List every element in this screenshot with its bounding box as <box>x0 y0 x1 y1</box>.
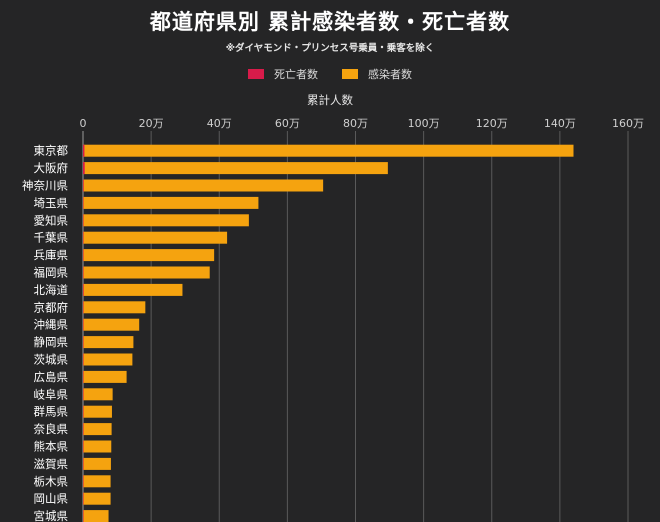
bar-cases <box>83 457 111 470</box>
bar-cases <box>83 179 324 192</box>
legend-swatch-cases <box>342 69 358 79</box>
category-label: 栃木県 <box>34 474 69 488</box>
bar-cases <box>83 231 228 244</box>
bar-deaths <box>83 336 84 349</box>
category-label: 群馬県 <box>34 405 69 419</box>
category-label: 奈良県 <box>34 422 69 436</box>
bar-deaths <box>83 370 84 383</box>
bar-cases <box>83 162 388 175</box>
category-label: 熊本県 <box>34 440 69 454</box>
legend-label-cases: 感染者数 <box>368 68 412 81</box>
bar-cases <box>83 249 215 262</box>
bar-deaths <box>83 214 84 227</box>
category-label: 静岡県 <box>34 335 69 349</box>
bar-deaths <box>83 423 84 436</box>
category-label: 埼玉県 <box>34 196 69 210</box>
legend-label-deaths: 死亡者数 <box>274 68 318 81</box>
bar-deaths <box>83 179 84 192</box>
bar-cases <box>83 370 127 383</box>
category-label: 茨城県 <box>34 353 69 367</box>
bar-cases <box>83 196 259 209</box>
category-label: 千葉県 <box>34 231 69 245</box>
bar-deaths <box>83 457 84 470</box>
bar-deaths <box>83 440 84 453</box>
bar-deaths <box>83 318 84 331</box>
bar-cases <box>83 423 112 436</box>
bar-cases <box>83 144 574 157</box>
bar-deaths <box>83 301 84 314</box>
legend: 死亡者数 感染者数 <box>0 66 660 82</box>
x-axis-title: 累計人数 <box>307 93 353 107</box>
category-label: 神奈川県 <box>22 179 68 193</box>
bar-deaths <box>83 405 84 418</box>
category-label: 大阪府 <box>34 161 69 175</box>
x-tick-label: 0 <box>80 117 87 130</box>
chart-subtitle: ※ダイヤモンド・プリンセス号乗員・乗客を除く <box>225 43 435 54</box>
bar-deaths <box>83 388 84 401</box>
x-tick-label: 40万 <box>207 117 232 130</box>
bar-cases <box>83 405 112 418</box>
bar-deaths <box>83 144 85 157</box>
bar-cases <box>83 214 249 227</box>
x-tick-label: 80万 <box>343 117 368 130</box>
bar-deaths <box>83 283 84 296</box>
x-tick-label: 160万 <box>612 117 644 130</box>
x-tick-label: 60万 <box>275 117 300 130</box>
category-label: 広島県 <box>34 370 69 384</box>
category-label: 滋賀県 <box>34 457 69 471</box>
bar-cases <box>83 318 140 331</box>
bar-cases <box>83 510 109 522</box>
bar-cases <box>83 492 111 505</box>
bar-deaths <box>83 475 84 488</box>
x-tick-label: 140万 <box>544 117 576 130</box>
x-tick-label: 100万 <box>408 117 440 130</box>
category-label: 兵庫県 <box>34 248 69 262</box>
category-label: 東京都 <box>34 144 69 158</box>
category-label: 愛知県 <box>34 213 69 227</box>
bar-deaths <box>83 196 84 209</box>
legend-swatch-deaths <box>248 69 264 79</box>
bar-deaths <box>83 492 84 505</box>
bar-deaths <box>83 231 84 244</box>
bar-cases <box>83 353 133 366</box>
bar-cases <box>83 283 183 296</box>
category-label: 福岡県 <box>34 266 69 280</box>
category-label: 岡山県 <box>34 492 69 506</box>
bar-cases <box>83 440 112 453</box>
category-label: 宮城県 <box>34 509 69 522</box>
legend-item-deaths[interactable]: 死亡者数 <box>248 66 318 82</box>
bar-deaths <box>83 266 84 279</box>
bar-deaths <box>83 249 84 262</box>
category-label: 北海道 <box>34 283 69 297</box>
bar-cases <box>83 266 210 279</box>
chart-title: 都道府県別 累計感染者数・死亡者数 <box>149 10 511 34</box>
x-tick-label: 20万 <box>139 117 164 130</box>
category-label: 京都府 <box>34 300 69 314</box>
bar-cases <box>83 336 134 349</box>
bar-cases <box>83 475 111 488</box>
legend-item-cases[interactable]: 感染者数 <box>342 66 412 82</box>
category-label: 沖縄県 <box>34 318 69 332</box>
bar-deaths <box>83 510 84 522</box>
bar-cases <box>83 388 113 401</box>
bar-deaths <box>83 353 84 366</box>
bar-cases <box>83 301 146 314</box>
x-tick-label: 120万 <box>476 117 508 130</box>
category-label: 岐阜県 <box>34 387 69 401</box>
bar-deaths <box>83 162 85 175</box>
